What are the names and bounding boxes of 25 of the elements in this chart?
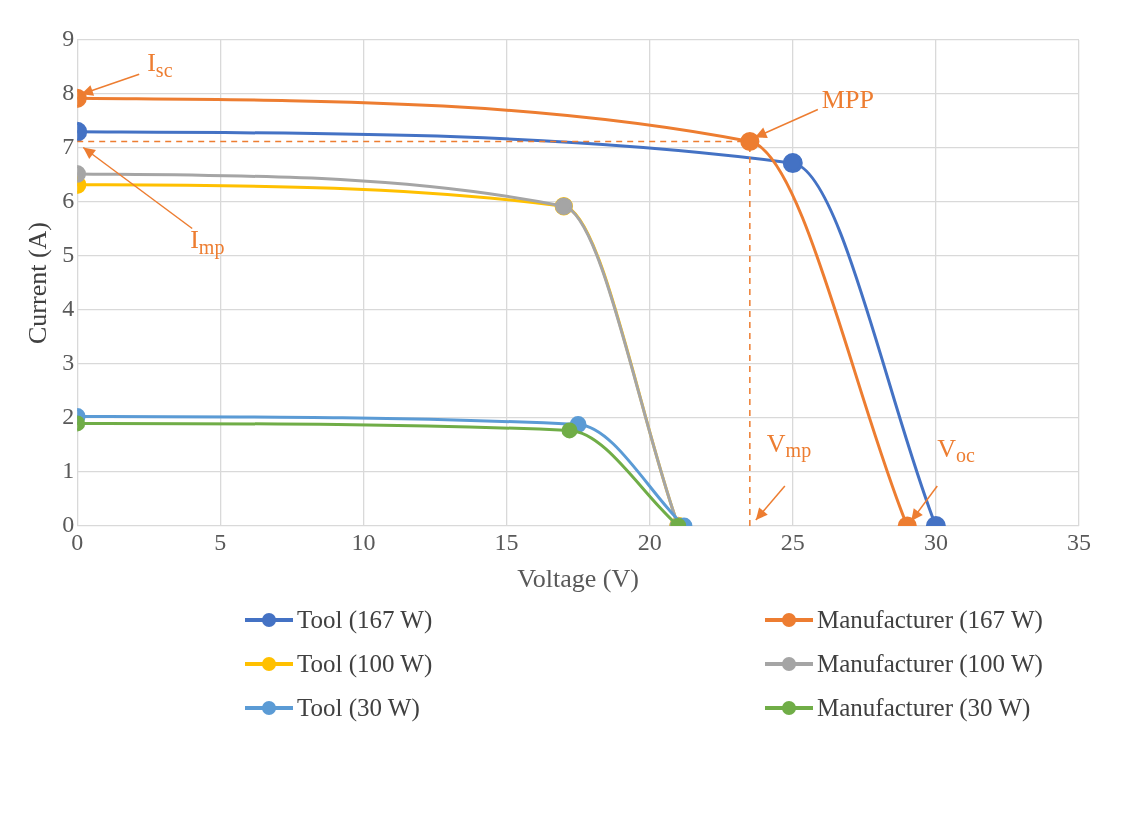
x-tick-label: 20 bbox=[637, 528, 662, 555]
x-tick-label: 10 bbox=[351, 528, 376, 555]
y-tick-label: 6 bbox=[62, 187, 75, 214]
y-tick-label: 9 bbox=[62, 25, 75, 52]
x-tick-label: 15 bbox=[494, 528, 519, 555]
legend-label: Manufacturer (167 W) bbox=[817, 606, 1043, 634]
y-tick-label: 5 bbox=[62, 241, 75, 268]
x-tick-label: 30 bbox=[923, 528, 948, 555]
legend-label: Tool (167 W) bbox=[297, 606, 433, 634]
x-axis-title: Voltage (V) bbox=[517, 564, 639, 594]
legend-label: Tool (30 W) bbox=[297, 694, 420, 722]
y-tick-label: 1 bbox=[62, 457, 75, 484]
legend-label: Manufacturer (100 W) bbox=[817, 650, 1043, 678]
x-tick-label: 35 bbox=[1067, 528, 1091, 555]
y-tick-label: 4 bbox=[62, 295, 75, 322]
x-tick-label: 5 bbox=[214, 528, 227, 555]
annotation: MPP bbox=[821, 85, 874, 115]
y-tick-label: 2 bbox=[62, 403, 75, 430]
y-axis-title: Current (A) bbox=[23, 221, 53, 345]
legend-label: Manufacturer (30 W) bbox=[817, 694, 1031, 722]
y-tick-label: 8 bbox=[62, 79, 75, 106]
y-tick-label: 3 bbox=[62, 349, 75, 376]
y-tick-label: 7 bbox=[62, 133, 75, 160]
x-tick-label: 25 bbox=[780, 528, 805, 555]
legend-label: Tool (100 W) bbox=[297, 650, 433, 678]
